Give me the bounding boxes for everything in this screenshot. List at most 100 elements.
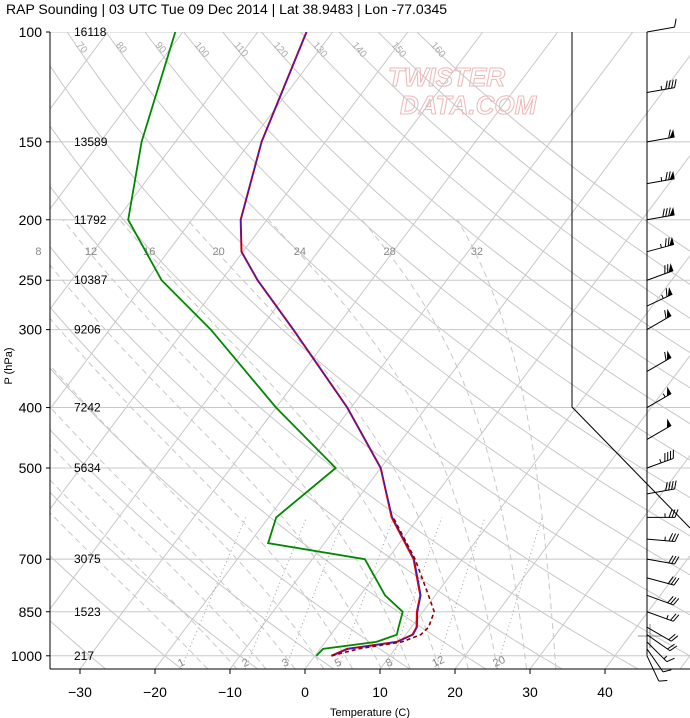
wind-barb-pennant bbox=[667, 286, 673, 297]
x-tick-label: 0 bbox=[301, 684, 309, 700]
x-tick-label: 30 bbox=[522, 684, 538, 700]
wind-barb-shaft bbox=[646, 641, 668, 663]
mixing-ratio-label: 12 bbox=[430, 654, 446, 670]
wind-barb bbox=[646, 641, 675, 663]
dry-adiabat-line bbox=[50, 245, 563, 669]
isotherm-line bbox=[50, 32, 409, 510]
wind-barb-feather bbox=[674, 556, 680, 565]
y-tick-label: 300 bbox=[19, 322, 43, 338]
height-label: 9206 bbox=[74, 323, 101, 337]
x-axis-title: Temperature (C) bbox=[330, 707, 410, 718]
wind-barb-feather bbox=[674, 509, 679, 518]
wind-barb-feather bbox=[667, 237, 670, 247]
wind-barb-shaft bbox=[646, 136, 675, 143]
wind-barb bbox=[646, 418, 672, 440]
wind-barb-feather bbox=[665, 288, 668, 297]
mixing-ratio-label: 8 bbox=[384, 657, 395, 670]
wind-barb-feather bbox=[666, 657, 675, 663]
wind-barb-pennant bbox=[666, 350, 672, 360]
isotherm-line bbox=[229, 54, 690, 669]
wind-barb-feather bbox=[669, 645, 678, 652]
wind-barb-half-feather bbox=[660, 176, 663, 182]
wind-barb-shaft bbox=[646, 26, 675, 33]
wind-barb-feather bbox=[667, 643, 675, 650]
dry-adiabat-line bbox=[105, 32, 690, 537]
wind-barb-pennant bbox=[669, 207, 675, 216]
x-tick-label: 40 bbox=[597, 684, 613, 700]
wind-barb-half-feather bbox=[660, 85, 663, 90]
wind-barb-shaft bbox=[646, 214, 675, 221]
wind-barb-shaft bbox=[646, 648, 664, 673]
wind-barb-feather bbox=[671, 480, 674, 490]
mixing-ratio-label: 20 bbox=[491, 654, 507, 670]
axes: 1001502002503004005007008501000161181358… bbox=[3, 24, 613, 718]
y-tick-label: 1000 bbox=[11, 648, 42, 664]
height-label: 13589 bbox=[74, 135, 108, 149]
dry-adiabat-line bbox=[50, 620, 106, 669]
moist-adiabat-line bbox=[50, 317, 354, 669]
y-tick-label: 100 bbox=[19, 24, 43, 40]
wind-barb-feather bbox=[668, 555, 674, 564]
wind-barb bbox=[646, 594, 680, 606]
wind-barb-feather bbox=[673, 577, 680, 586]
mixing-ratio-label: 2 bbox=[240, 657, 251, 670]
wind-barb-shaft bbox=[646, 611, 674, 622]
wind-barb-shaft bbox=[646, 538, 675, 543]
wind-barb bbox=[646, 207, 675, 221]
dry-adiabat-line bbox=[299, 32, 690, 354]
dry-adiabat-line bbox=[50, 125, 690, 657]
dry-adiabat-line bbox=[261, 32, 690, 389]
wind-barb-shaft bbox=[646, 178, 675, 185]
wind-barb-half-feather bbox=[661, 294, 664, 299]
isotherm-line bbox=[50, 32, 484, 610]
wind-barb-feather bbox=[671, 555, 677, 564]
wind-barb bbox=[646, 655, 668, 682]
wind-barb bbox=[646, 480, 677, 495]
wind-barb-shaft bbox=[646, 488, 675, 495]
wind-barb-shaft bbox=[646, 356, 672, 372]
dry-adiabat-label: 160 bbox=[428, 40, 447, 60]
y-axis-title: P (hPa) bbox=[3, 347, 15, 384]
wind-barb-pennant bbox=[669, 170, 675, 180]
dry-adiabat-line bbox=[222, 32, 690, 425]
dry-adiabat-line bbox=[338, 32, 690, 319]
wind-barb-shaft bbox=[646, 293, 673, 307]
dry-adiabat-line bbox=[144, 32, 690, 499]
dry-adiabat-line bbox=[66, 32, 690, 576]
isotherm-line bbox=[154, 32, 634, 669]
moist-adiabat-line bbox=[457, 219, 557, 669]
height-label: 10387 bbox=[74, 273, 108, 287]
moist-adiabat-line bbox=[268, 219, 498, 669]
wind-barb-feather bbox=[668, 481, 671, 491]
wind-barb-half-feather bbox=[662, 393, 666, 398]
dry-adiabat-label: 150 bbox=[389, 40, 408, 60]
mixing-ratio-line bbox=[388, 517, 443, 669]
wind-barb-feather bbox=[671, 79, 674, 89]
wind-barb-feather bbox=[668, 80, 671, 89]
wind-barb bbox=[646, 18, 677, 33]
mixing-ratio-line bbox=[284, 517, 345, 669]
moist-adiabat-label: 28 bbox=[384, 246, 396, 258]
height-label: 11792 bbox=[74, 213, 107, 227]
y-tick-label: 500 bbox=[19, 460, 43, 476]
y-tick-label: 150 bbox=[19, 134, 43, 150]
x-tick-label: −20 bbox=[143, 684, 167, 700]
wind-barb bbox=[646, 555, 680, 565]
mixing-ratio-label: 5 bbox=[333, 657, 344, 670]
dry-adiabat-label: 130 bbox=[310, 40, 329, 60]
isotherm-line bbox=[304, 154, 690, 669]
wind-barb-pennant bbox=[666, 418, 672, 428]
dry-adiabat-label: 100 bbox=[192, 40, 211, 60]
isotherm-line bbox=[79, 32, 559, 669]
moist-adiabat-line bbox=[50, 264, 382, 669]
y-tick-label: 400 bbox=[19, 400, 43, 416]
wind-barb-feather bbox=[668, 171, 671, 180]
wind-barb-feather bbox=[664, 310, 667, 319]
wind-barb-half-feather bbox=[659, 243, 662, 248]
dry-adiabat-line bbox=[50, 185, 639, 669]
wind-barb-feather bbox=[668, 129, 671, 139]
mixing-ratio-line bbox=[180, 517, 247, 669]
wind-barb-feather bbox=[665, 207, 668, 217]
mixing-ratio-line bbox=[496, 517, 543, 669]
mixing-ratio-line bbox=[244, 517, 307, 669]
